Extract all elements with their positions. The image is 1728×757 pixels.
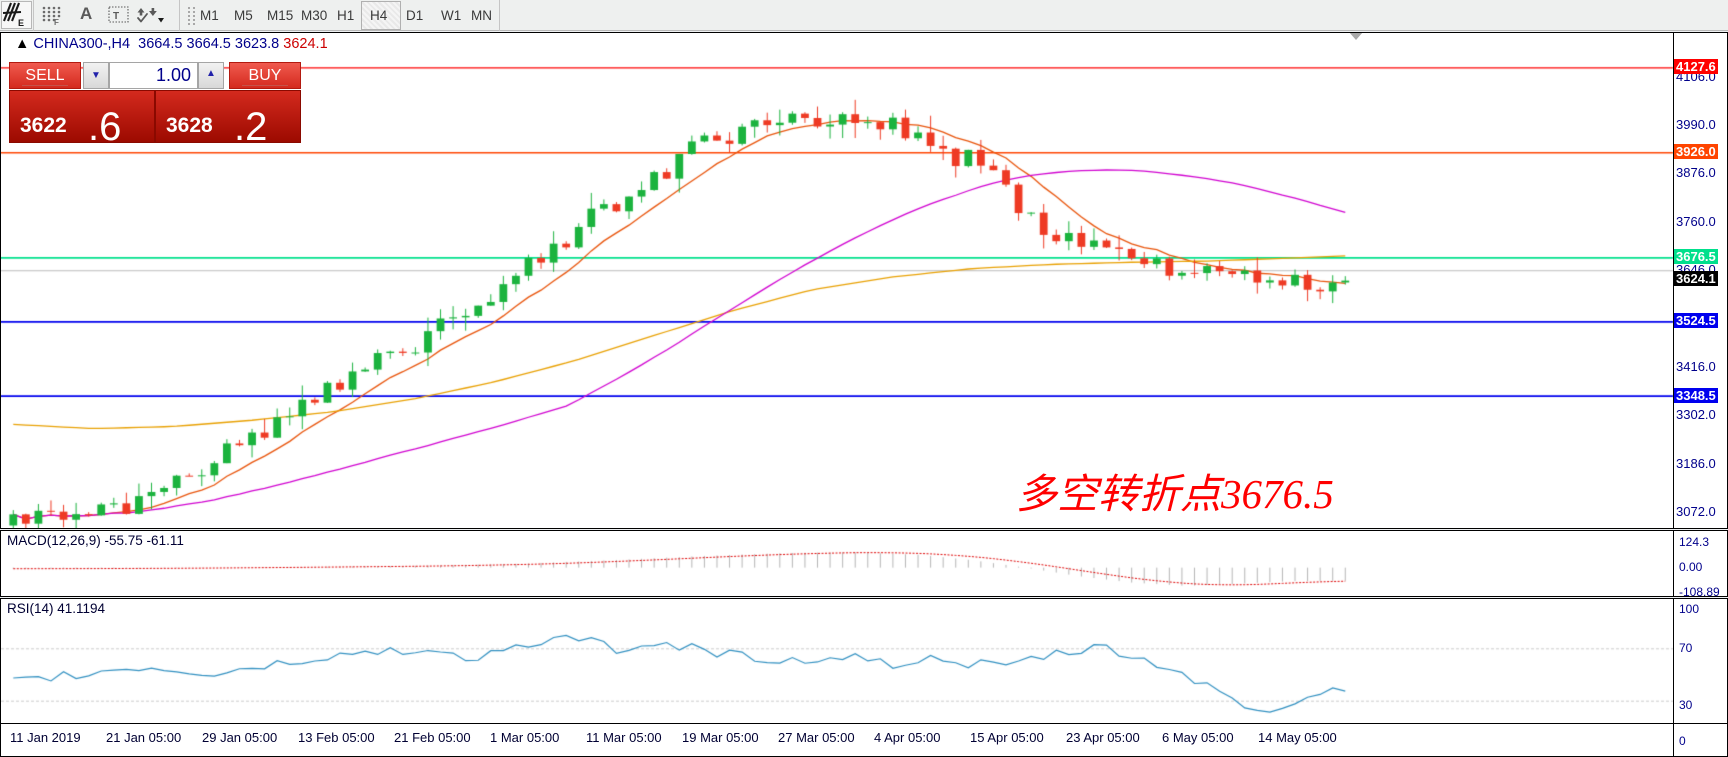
svg-text:T: T bbox=[113, 11, 119, 22]
svg-text:E: E bbox=[18, 18, 24, 28]
svg-text:F: F bbox=[54, 18, 59, 26]
